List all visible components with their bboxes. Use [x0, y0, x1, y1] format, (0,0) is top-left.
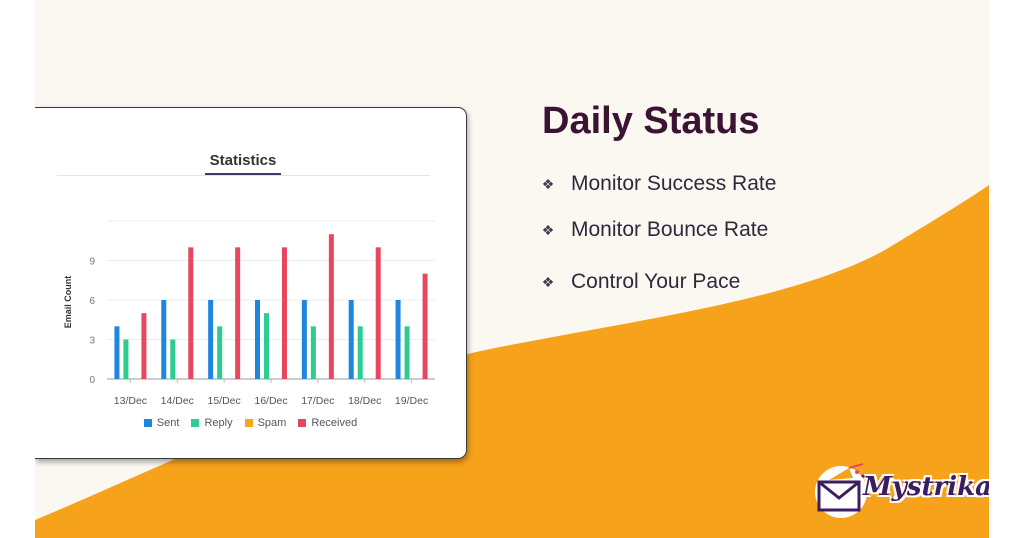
legend-item-reply[interactable]: Reply: [191, 417, 233, 429]
x-tick-label: 16/Dec: [254, 395, 287, 407]
bar-chart: 0 3 6 9 Email Count 13/Dec 14/Dec 15/Dec 16/Dec 1…: [63, 220, 435, 407]
y-tick-label: 9: [89, 257, 95, 268]
y-tick-label: 0: [89, 375, 95, 386]
bar-received-16-dec: [282, 247, 287, 379]
bar-received-13-dec: [141, 313, 147, 379]
bullet-item: ❖ Control Your Pace: [541, 270, 741, 294]
x-tick-label: 18/Dec: [348, 395, 381, 407]
bar-sent-15-dec: [208, 300, 214, 379]
legend-label-sent: Sent: [156, 417, 180, 429]
x-tick-label: 14/Dec: [161, 395, 194, 407]
y-tick-label: 3: [89, 336, 95, 347]
bar-received-19-dec: [422, 273, 428, 379]
bullet-text: Monitor Success Rate: [571, 172, 777, 195]
bullet-text: Control Your Pace: [571, 270, 741, 293]
bar-reply-17-dec: [310, 326, 316, 379]
legend-label-received: Received: [311, 417, 358, 429]
legend-item-received[interactable]: Received: [298, 417, 357, 429]
section-heading: Daily Status: [542, 100, 760, 142]
bar-received-15-dec: [235, 247, 241, 379]
y-tick-label: 6: [89, 296, 95, 307]
bar-reply-13-dec: [123, 339, 129, 379]
diamond-bullet-icon: ❖: [541, 221, 555, 238]
x-tick-label: 15/Dec: [208, 395, 241, 407]
bar-received-17-dec: [328, 234, 334, 379]
legend-item-spam[interactable]: Spam: [244, 417, 287, 429]
bullet-text: Monitor Bounce Rate: [571, 218, 769, 241]
bar-reply-15-dec: [217, 326, 223, 379]
legend-label-spam: Spam: [257, 417, 287, 429]
bar-received-14-dec: [188, 247, 194, 379]
bar-sent-13-dec: [114, 326, 120, 379]
envelope-icon: [815, 463, 867, 518]
bar-sent-17-dec: [301, 300, 307, 379]
legend-swatch-spam: [244, 419, 253, 427]
bar-sent-19-dec: [395, 300, 401, 379]
chart-legend: Sent Reply Spam Received: [35, 417, 466, 429]
bar-reply-18-dec: [357, 326, 363, 379]
title-divider: [57, 175, 430, 176]
legend-swatch-received: [298, 419, 307, 427]
bar-reply-14-dec: [170, 339, 176, 379]
bar-received-18-dec: [375, 247, 381, 379]
bar-reply-16-dec: [264, 313, 269, 379]
chart-title: Statistics: [205, 152, 281, 175]
y-axis-label: Email Count: [63, 276, 73, 329]
bullet-item: ❖ Monitor Bounce Rate: [541, 218, 769, 242]
bar-sent-18-dec: [348, 300, 354, 379]
bar-sent-14-dec: [161, 300, 167, 379]
x-tick-label: 19/Dec: [395, 395, 428, 407]
bar-sent-16-dec: [255, 300, 260, 379]
statistics-card: Statistics 0 3 6 9 Email Count 13/Dec 14/Dec 15…: [35, 107, 467, 459]
legend-swatch-sent: [143, 419, 152, 427]
banner: Statistics 0 3 6 9 Email Count 13/Dec 14/Dec 15…: [35, 0, 989, 538]
bar-reply-19-dec: [404, 326, 410, 379]
x-tick-label: 17/Dec: [301, 395, 334, 407]
mystrika-logo: Mystrika: [805, 462, 989, 524]
diamond-bullet-icon: ❖: [541, 175, 555, 192]
legend-swatch-reply: [191, 419, 200, 427]
legend-item-sent[interactable]: Sent: [143, 417, 180, 429]
diamond-bullet-icon: ❖: [541, 273, 555, 290]
x-tick-label: 13/Dec: [114, 395, 147, 407]
bullet-item: ❖ Monitor Success Rate: [541, 172, 777, 196]
legend-label-reply: Reply: [204, 417, 233, 429]
logo-text: Mystrika: [863, 472, 989, 502]
